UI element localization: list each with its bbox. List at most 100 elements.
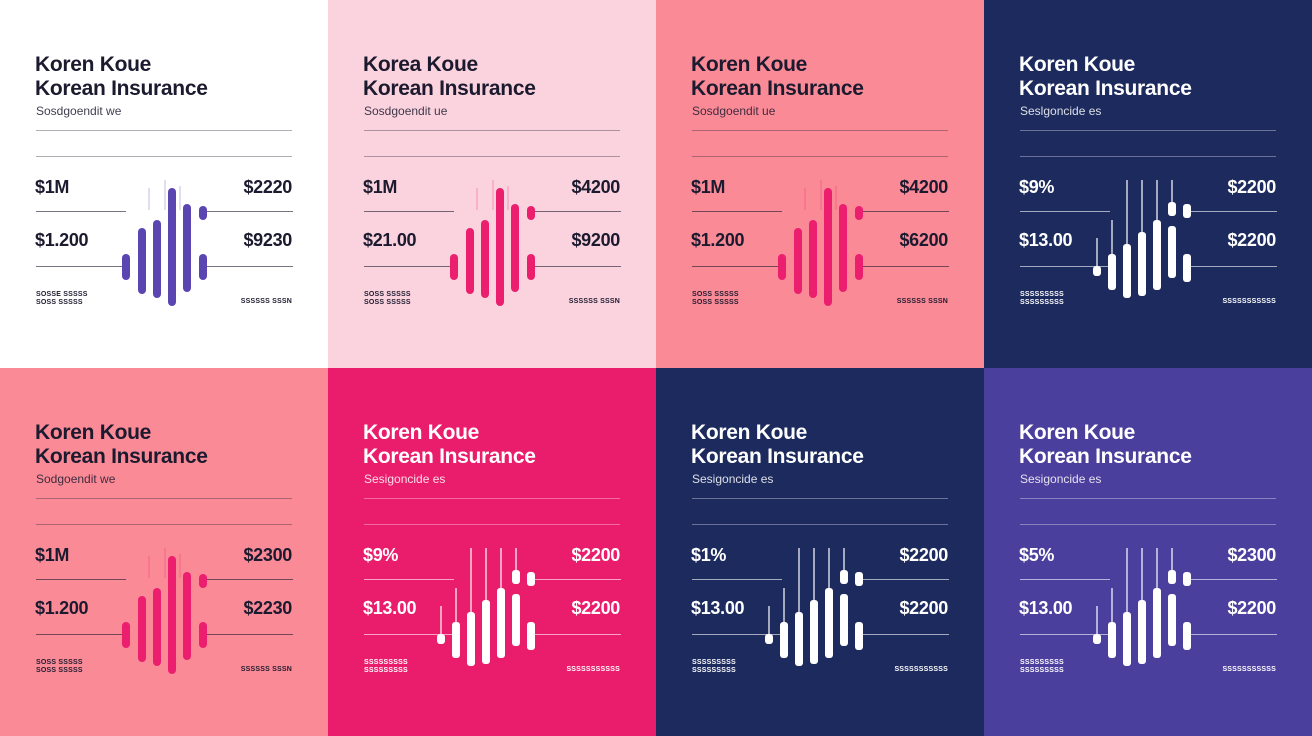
waveform-bar (450, 254, 458, 280)
brand-title: Koren Koue Korean Insurance (1019, 53, 1192, 101)
footer-left-line-1: SOSSE SSSSS (36, 291, 88, 298)
divider (36, 498, 292, 499)
footer-right: SSSSSSSSSSS (1222, 666, 1276, 673)
guide-line (861, 634, 949, 635)
waveform-bar (183, 204, 191, 292)
right-value-top: $2300 (1227, 545, 1276, 565)
footer-left-line-1: SOSS SSSSS (364, 291, 411, 298)
candle-body (1153, 588, 1161, 658)
candle-body (1153, 220, 1161, 290)
subtitle: Sesigoncide es (1020, 472, 1102, 486)
footer-left-line-2: SOSS SSSSS (364, 299, 411, 306)
guide-line (1020, 579, 1110, 580)
candle-body (1183, 622, 1191, 650)
footer-left: SOSS SSSSS SOSS SSSSS (364, 291, 411, 307)
footer-left: SSSSSSSSS SSSSSSSSS (1020, 291, 1064, 307)
left-value-top: $9% (1019, 177, 1055, 197)
guide-line (364, 579, 454, 580)
candle-body (452, 622, 460, 658)
insurance-panel: Korea Koue Korean Insurance Sosdgoendit … (328, 0, 656, 368)
guide-line (364, 211, 454, 212)
divider (1020, 498, 1276, 499)
brand-line-2: Korean Insurance (1019, 445, 1192, 468)
waveform-bar (809, 220, 817, 298)
guide-line (533, 634, 621, 635)
insurance-panel: Koren Koue Korean Insurance Sesigoncide … (328, 368, 656, 736)
right-value-top: $4200 (571, 177, 620, 197)
right-value-top: $2220 (243, 177, 292, 197)
guide-line (1189, 211, 1277, 212)
insurance-panel: Koren Koue Korean Insurance Sosdgoendit … (656, 0, 984, 368)
brand-line-1: Koren Koue (35, 421, 152, 444)
candle-body (765, 634, 773, 644)
guide-line (692, 266, 782, 267)
subtitle: Sosdgoendit ue (364, 104, 448, 118)
footer-left-line-1: SOSS SSSSS (36, 659, 83, 666)
waveform-bar (153, 220, 161, 298)
candle-body (1138, 232, 1146, 296)
candle-body (795, 612, 803, 666)
candle-body (810, 600, 818, 664)
guide-line (205, 211, 293, 212)
guide-line (205, 634, 293, 635)
guide-line (1189, 634, 1277, 635)
waveform-bar (855, 254, 863, 280)
guide-line (861, 266, 949, 267)
divider (364, 524, 620, 525)
divider (692, 498, 948, 499)
brand-line-2: Korean Insurance (363, 445, 536, 468)
guide-line (533, 579, 621, 580)
waveform-bar (168, 188, 176, 306)
candle-body (855, 572, 863, 586)
candle-body (437, 634, 445, 644)
subtitle: Sesigoncide es (364, 472, 446, 486)
left-value-bottom: $13.00 (363, 598, 417, 618)
waveform-bar (824, 188, 832, 306)
footer-left-line-1: SOSS SSSSS (692, 291, 739, 298)
waveform-bar (855, 206, 863, 220)
candle-body (1168, 594, 1176, 646)
waveform-mark-icon (1093, 548, 1191, 666)
divider (692, 130, 948, 131)
divider (364, 130, 620, 131)
right-value-bottom: $2230 (243, 598, 292, 618)
waveform-mark-icon (437, 548, 535, 666)
brand-line-1: Koren Koue (691, 421, 808, 444)
right-value-top: $2200 (899, 545, 948, 565)
candle-body (1108, 622, 1116, 658)
right-value-bottom: $9230 (243, 230, 292, 250)
candle-body (1138, 600, 1146, 664)
waveform-bar (794, 228, 802, 294)
insurance-panel: Koren Koue Korean Insurance Seslgoncide … (984, 0, 1312, 368)
candle-body (1093, 634, 1101, 644)
guide-line (692, 211, 782, 212)
right-value-bottom: $2200 (899, 598, 948, 618)
guide-line (205, 266, 293, 267)
candle-body (1108, 254, 1116, 290)
guide-line (364, 634, 454, 635)
footer-left: SOSSE SSSSS SOSS SSSSS (36, 291, 88, 307)
footer-left-line-2: SOSS SSSSS (36, 667, 83, 674)
candle-body (1123, 612, 1131, 666)
divider (36, 130, 292, 131)
footer-right: SSSSSSSSSSS (894, 666, 948, 673)
waveform-bar (466, 228, 474, 294)
candle-body (527, 622, 535, 650)
footer-right: SSSSSS SSSN (240, 298, 292, 305)
candle-body (527, 572, 535, 586)
guide-line (861, 579, 949, 580)
candle-body (1183, 254, 1191, 282)
brand-title: Koren Koue Korean Insurance (1019, 421, 1192, 469)
guide-line (861, 211, 949, 212)
brand-line-1: Koren Koue (691, 53, 808, 76)
candle-body (1123, 244, 1131, 298)
brand-line-2: Korean Insurance (363, 77, 536, 100)
left-value-bottom: $1.200 (35, 598, 89, 618)
left-value-bottom: $13.00 (1019, 598, 1073, 618)
brand-title: Korea Koue Korean Insurance (363, 53, 536, 101)
divider (1020, 130, 1276, 131)
brand-line-1: Koren Koue (1019, 421, 1136, 444)
right-value-top: $2200 (571, 545, 620, 565)
footer-left: SSSSSSSSS SSSSSSSSS (364, 659, 408, 675)
footer-left-line-2: SSSSSSSSS (1020, 299, 1064, 306)
